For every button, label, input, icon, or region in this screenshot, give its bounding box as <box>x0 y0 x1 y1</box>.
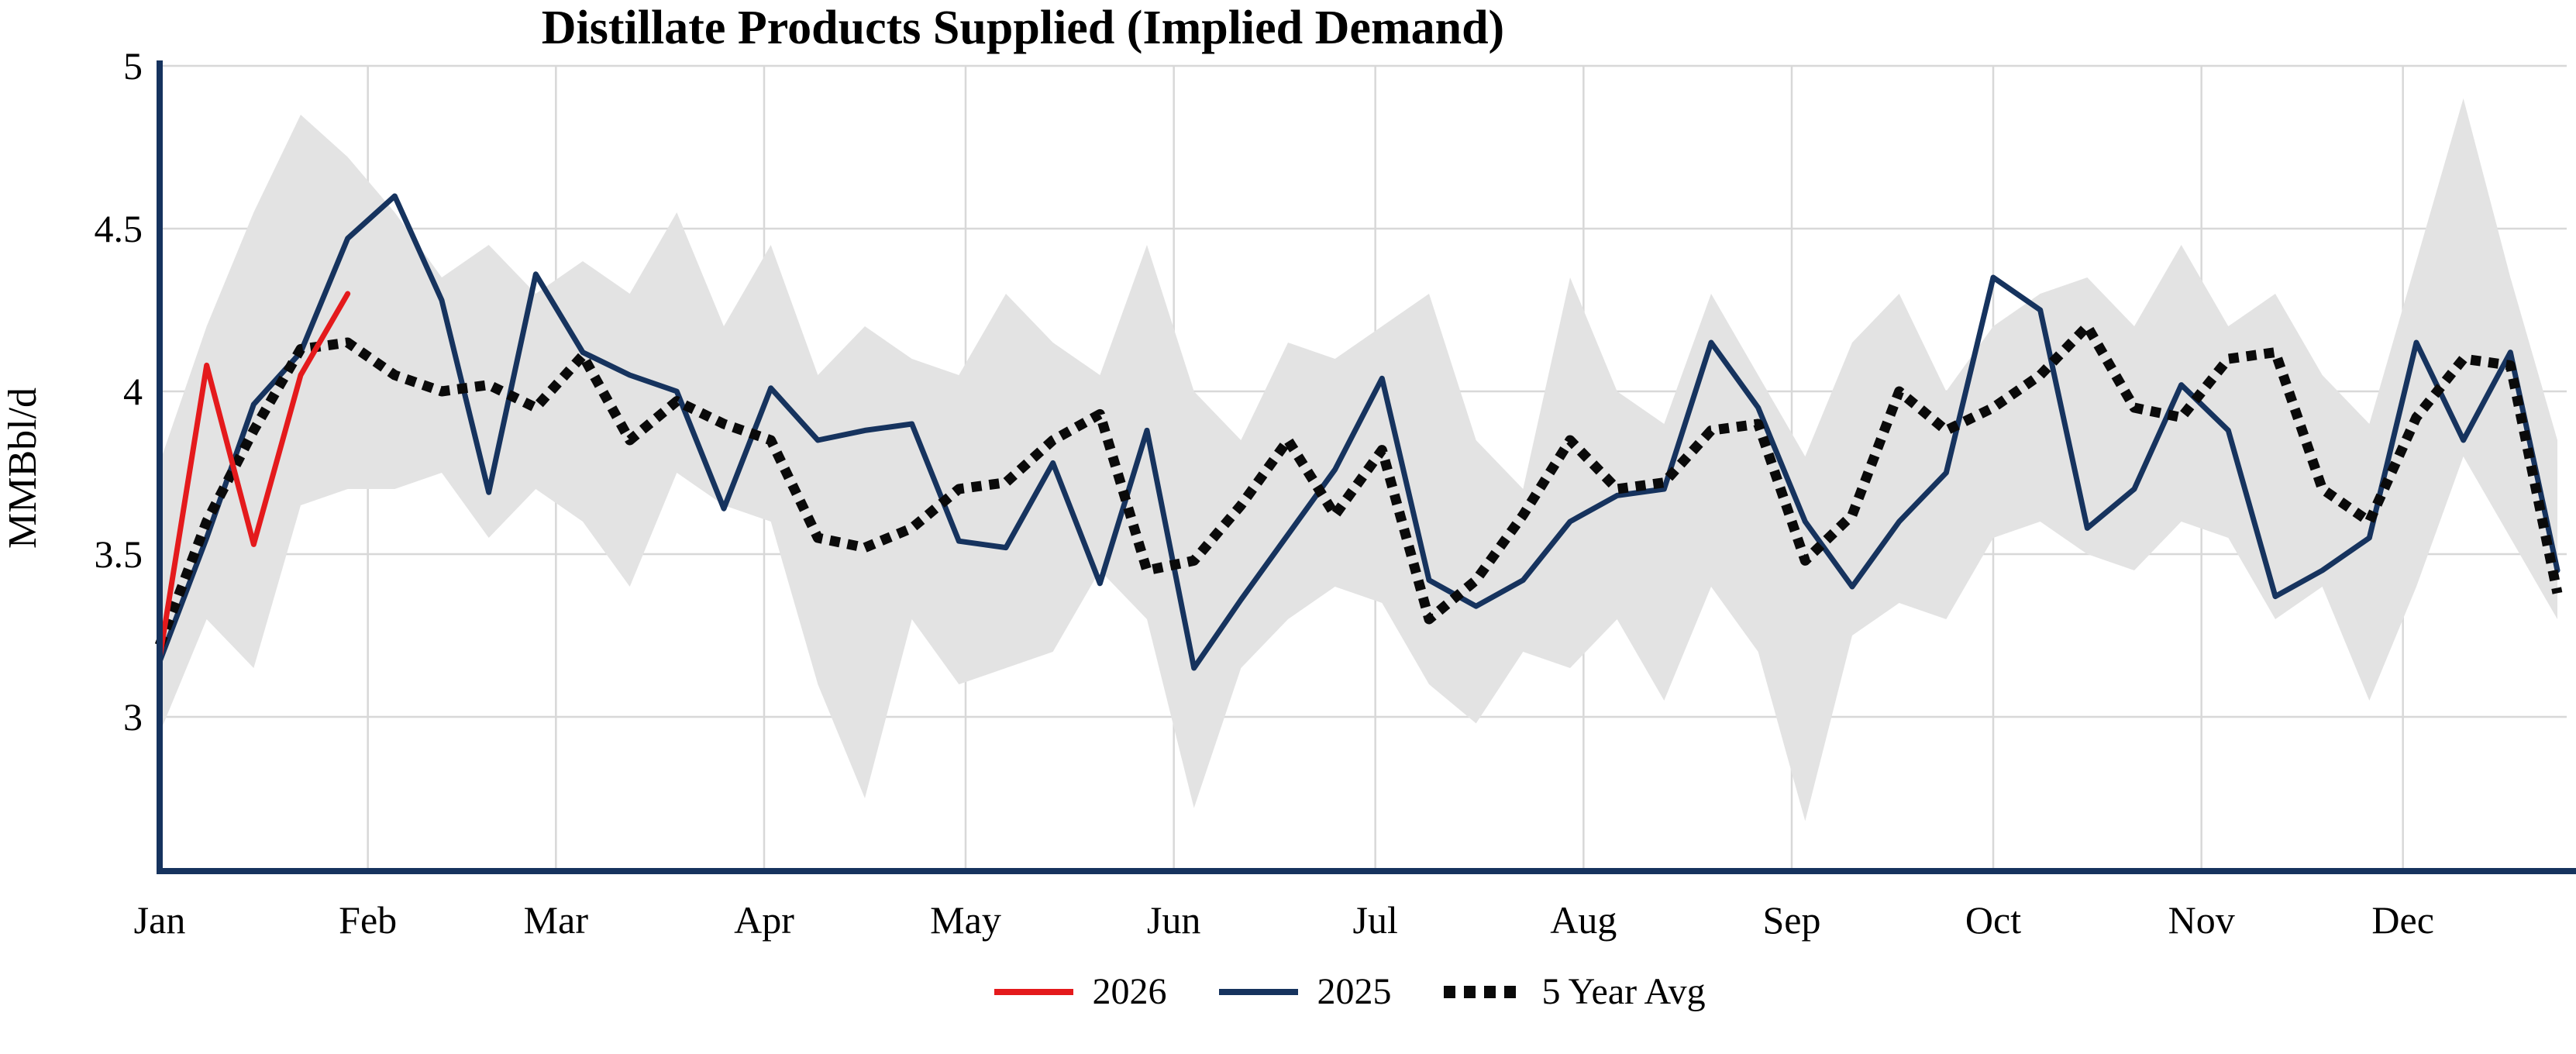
x-tick-label: Apr <box>734 898 794 942</box>
y-tick-label: 3 <box>123 695 143 739</box>
x-tick-label: Dec <box>2371 898 2434 942</box>
legend-5yr-avg-dotted-line-icon <box>1444 985 1524 998</box>
legend: 2026 2025 5 Year Avg <box>60 970 2576 1013</box>
legend-label-5yr-avg: 5 Year Avg <box>1541 971 1706 1012</box>
legend-2025-line-icon <box>1219 988 1299 995</box>
x-tick-label: May <box>930 898 1001 942</box>
x-tick-label: Jul <box>1352 898 1397 942</box>
legend-item-5yr-avg: 5 Year Avg <box>1441 970 1706 1013</box>
x-tick-label: Sep <box>1763 898 1821 942</box>
legend-item-2025: 2025 <box>1216 970 1391 1013</box>
x-tick-label: Jan <box>134 898 186 942</box>
x-tick-label: Mar <box>524 898 589 942</box>
y-tick-label: 5 <box>123 44 143 88</box>
legend-label-2025: 2025 <box>1317 971 1392 1012</box>
five-year-range-band <box>160 98 2557 822</box>
legend-label-2026: 2026 <box>1092 971 1167 1012</box>
x-tick-label: Nov <box>2168 898 2235 942</box>
legend-2026-line-icon <box>994 988 1074 995</box>
y-tick-label: 3.5 <box>95 532 143 576</box>
x-tick-label: Jun <box>1147 898 1200 942</box>
plot-area: 3 3.5 4 4.5 5 Jan Feb Mar Apr May Jun Jul Aug Sep Oct N… <box>1 44 2576 942</box>
series-line-5-year-avg <box>154 321 2563 647</box>
y-axis-title: MMBbl/d <box>1 388 45 549</box>
x-tick-label: Aug <box>1550 898 1617 942</box>
chart-title: Distillate Products Supplied (Implied De… <box>541 2 1505 54</box>
legend-item-2026: 2026 <box>991 970 1166 1013</box>
y-tick-label: 4.5 <box>95 207 143 250</box>
series-line-2026 <box>157 291 351 661</box>
y-tick-label: 4 <box>123 370 143 413</box>
x-tick-label: Oct <box>1965 898 2021 942</box>
x-tick-label: Feb <box>339 898 397 942</box>
series-line-2025 <box>157 193 2561 671</box>
